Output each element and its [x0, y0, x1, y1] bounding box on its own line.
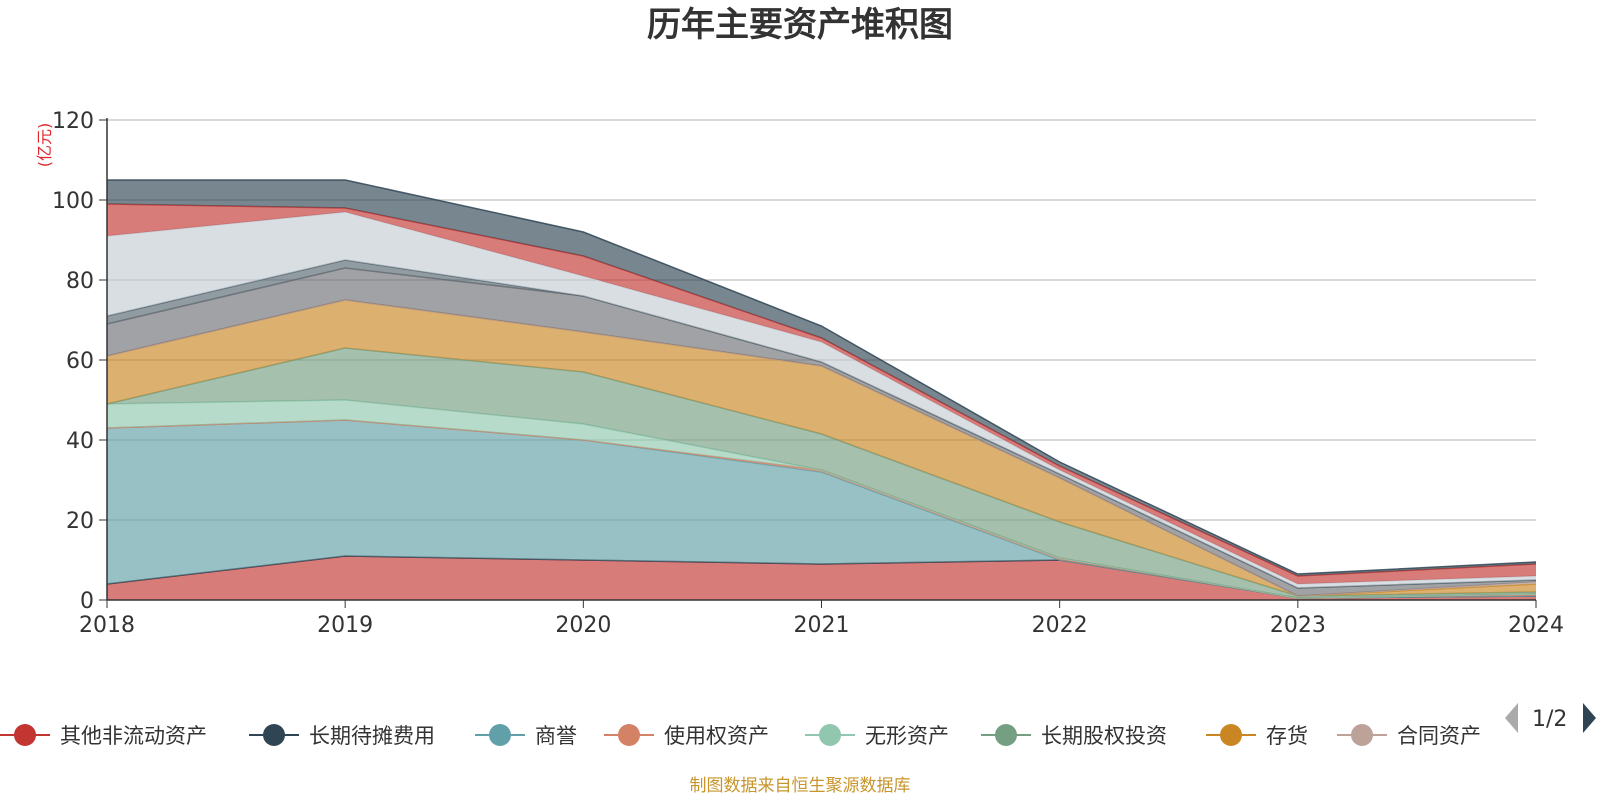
data-source-note: 制图数据来自恒生聚源数据库 — [690, 776, 911, 796]
x-tick-label: 2024 — [1508, 613, 1564, 638]
series-area-6 — [107, 300, 1536, 596]
x-tick-label: 2021 — [794, 613, 850, 638]
chart-title: 历年主要资产堆积图 — [647, 5, 953, 45]
series-area-2 — [107, 420, 1536, 598]
legend-label: 长期待摊费用 — [309, 724, 435, 748]
legend-circle-icon — [1220, 724, 1242, 746]
y-tick-label: 80 — [66, 269, 94, 294]
y-tick-label: 100 — [52, 189, 94, 214]
y-tick-label: 0 — [80, 589, 94, 614]
legend-item[interactable]: 长期股权投资 — [981, 724, 1167, 748]
x-tick-label: 2019 — [317, 613, 373, 638]
legend-label: 商誉 — [535, 724, 577, 748]
legend-page-indicator: 1/2 — [1532, 707, 1567, 732]
x-tick-label: 2022 — [1032, 613, 1088, 638]
legend-item[interactable]: 其他非流动资产 — [0, 724, 207, 748]
series-area-5 — [107, 348, 1536, 598]
legend-label: 存货 — [1266, 724, 1308, 748]
legend-circle-icon — [618, 724, 640, 746]
legend-circle-icon — [14, 724, 36, 746]
legend-item[interactable]: 使用权资产 — [604, 724, 769, 748]
legend-item[interactable]: 合同资产 — [1337, 724, 1481, 748]
series-area-10 — [107, 212, 1536, 588]
y-tick-label: 20 — [66, 509, 94, 534]
x-tick-label: 2020 — [555, 613, 611, 638]
x-tick-label: 2023 — [1270, 613, 1326, 638]
legend-label: 合同资产 — [1397, 724, 1481, 748]
series-area-0 — [107, 556, 1536, 600]
legend-item[interactable]: 无形资产 — [805, 724, 949, 748]
axes: 0 20 40 60 80 100 120 2018 2019 2020 2021 2022 2023 2… — [52, 109, 1564, 638]
series-area-4 — [107, 400, 1536, 598]
legend-circle-icon — [263, 724, 285, 746]
legend-pager: 1/2 — [1505, 703, 1596, 733]
series-area-8 — [107, 268, 1536, 596]
y-axis-unit-label: (亿元) — [35, 123, 54, 168]
series-line-12 — [107, 179, 1537, 575]
legend-label: 使用权资产 — [664, 724, 769, 748]
legend-item[interactable]: 长期待摊费用 — [249, 724, 435, 748]
legend-label: 长期股权投资 — [1041, 724, 1167, 748]
legend-prev-page-icon[interactable] — [1505, 703, 1518, 733]
legend-label: 无形资产 — [865, 724, 949, 748]
area-series — [106, 179, 1537, 600]
y-tick-label: 40 — [66, 429, 94, 454]
x-tick-label: 2018 — [79, 613, 135, 638]
y-tick-label: 120 — [52, 109, 94, 134]
legend-item[interactable]: 商誉 — [475, 724, 577, 748]
legend-circle-icon — [1351, 724, 1373, 746]
y-tick-label: 60 — [66, 349, 94, 374]
legend-circle-icon — [995, 724, 1017, 746]
legend-item[interactable]: 存货 — [1206, 724, 1308, 748]
legend-circle-icon — [819, 724, 841, 746]
legend: 其他非流动资产 长期待摊费用 商誉 使用权资产 无形资产 长期股权投资 存货 合同资产 — [0, 724, 1481, 748]
legend-next-page-icon[interactable] — [1583, 703, 1596, 733]
legend-label: 其他非流动资产 — [60, 724, 207, 748]
legend-items: 其他非流动资产 长期待摊费用 商誉 使用权资产 无形资产 长期股权投资 存货 合同资产 — [0, 724, 1481, 748]
legend-circle-icon — [489, 724, 511, 746]
